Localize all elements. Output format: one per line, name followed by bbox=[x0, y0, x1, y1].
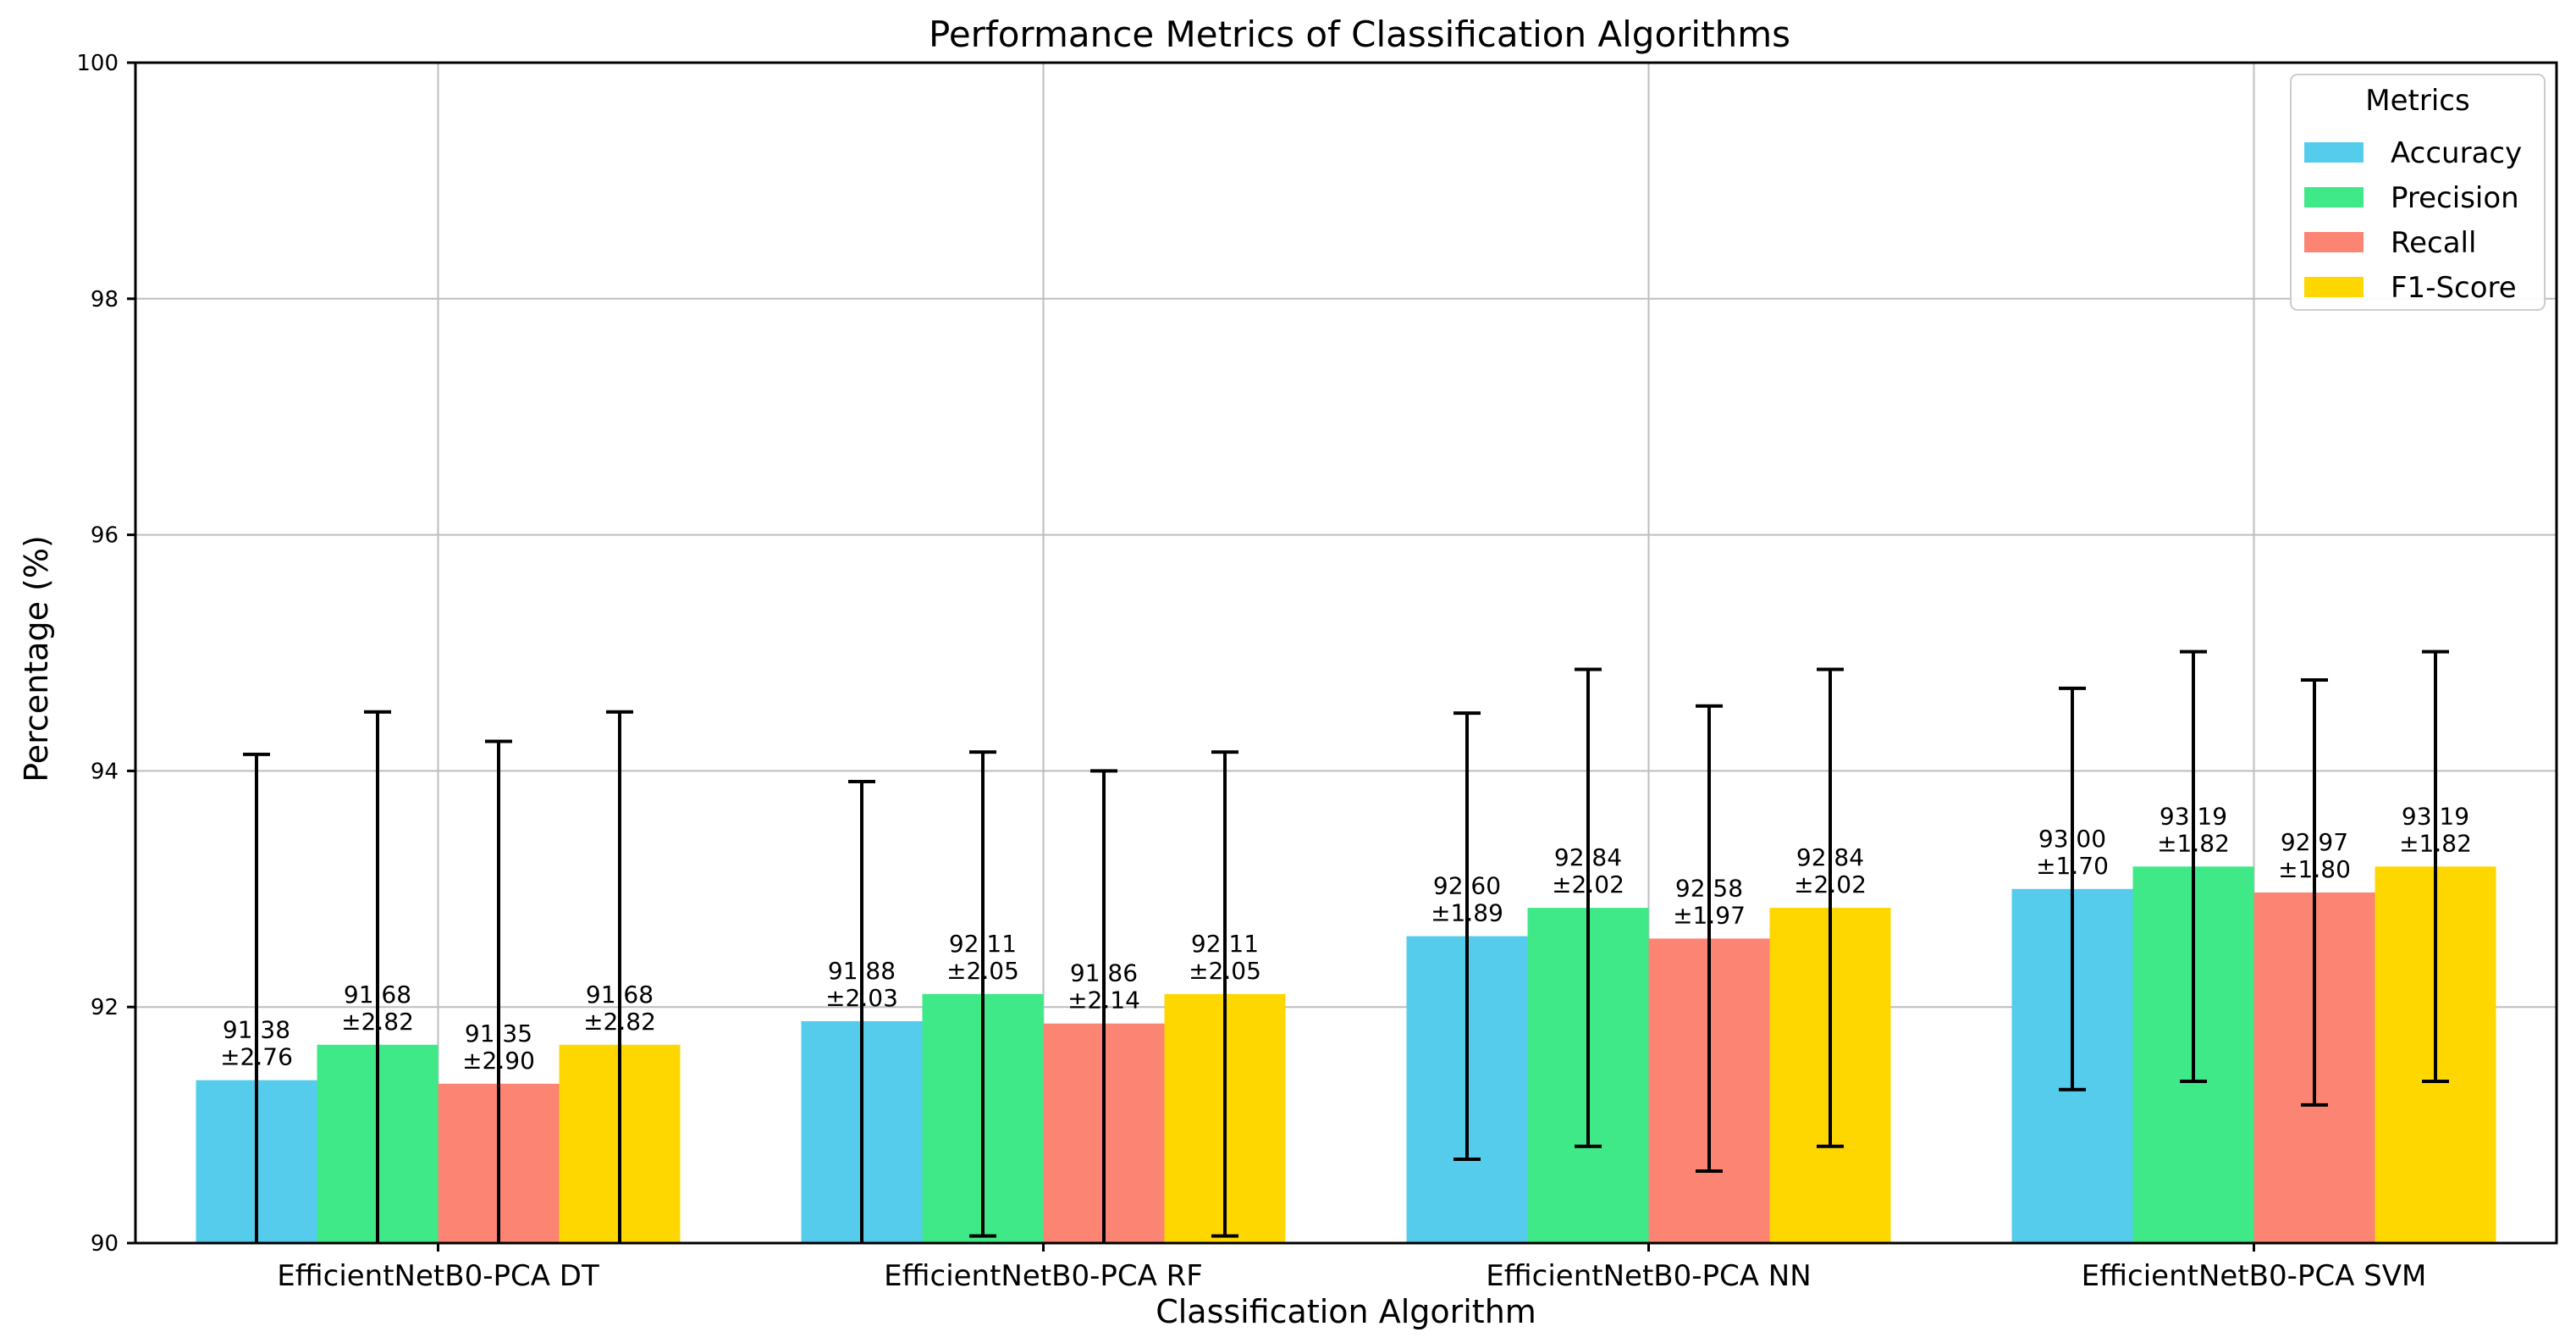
error-bars-layer bbox=[243, 649, 2449, 1243]
data-labels-layer: 91.38 ±2.76 91.88 ±2.03 92.60 ±1.89 93.00 ±1.70… bbox=[220, 802, 2472, 1074]
legend-label: Accuracy bbox=[2391, 136, 2522, 170]
data-label: 93.19 ±1.82 bbox=[2399, 802, 2472, 857]
error-bar bbox=[1817, 667, 1844, 1148]
y-tick-label: 92 bbox=[91, 995, 119, 1020]
data-label: 92.60 ±1.89 bbox=[1431, 872, 1503, 927]
data-label: 91.35 ±2.90 bbox=[462, 1020, 535, 1075]
bars-layer bbox=[196, 866, 2496, 1243]
data-label: 92.84 ±2.02 bbox=[1794, 843, 1867, 898]
y-tick-label: 98 bbox=[91, 287, 119, 312]
error-bar bbox=[2301, 678, 2328, 1107]
data-label: 91.86 ±2.14 bbox=[1067, 959, 1140, 1014]
error-bar bbox=[1211, 750, 1238, 1238]
data-label: 92.11 ±2.05 bbox=[1189, 930, 1261, 985]
error-bar bbox=[1575, 667, 1602, 1148]
data-label: 92.58 ±1.97 bbox=[1673, 874, 1746, 929]
y-axis-label: Percentage (%) bbox=[18, 535, 55, 782]
x-tick-label: EfficientNetB0-PCA SVM bbox=[2082, 1259, 2427, 1293]
data-label: 91.68 ±2.82 bbox=[583, 981, 656, 1036]
data-label: 91.68 ±2.82 bbox=[341, 981, 414, 1036]
legend-swatch-recall bbox=[2304, 232, 2364, 252]
data-label: 92.84 ±2.02 bbox=[1552, 843, 1624, 898]
legend-label: Recall bbox=[2391, 226, 2476, 260]
y-tick-label: 90 bbox=[91, 1231, 119, 1257]
ticks-layer: 90 92 94 96 98 100 EfficientNetB0-PCA DT Effici… bbox=[76, 51, 2426, 1293]
error-bar bbox=[969, 750, 996, 1238]
data-label: 91.88 ±2.03 bbox=[825, 957, 898, 1012]
error-bar bbox=[606, 710, 633, 1243]
data-label: 92.11 ±2.05 bbox=[946, 930, 1019, 985]
legend-swatch-f1-score bbox=[2304, 277, 2364, 297]
data-label: 91.38 ±2.76 bbox=[220, 1016, 293, 1071]
plot-frame bbox=[134, 61, 2558, 1245]
error-bar bbox=[243, 752, 270, 1243]
error-bar bbox=[2180, 649, 2207, 1084]
error-bar bbox=[485, 739, 512, 1243]
legend: Metrics Accuracy Precision Recall F1-Score bbox=[2290, 74, 2546, 311]
error-bar bbox=[364, 710, 391, 1243]
error-bar bbox=[1696, 704, 1723, 1173]
legend-label: Precision bbox=[2391, 181, 2519, 215]
error-bar bbox=[2422, 649, 2449, 1084]
data-label: 93.19 ±1.82 bbox=[2157, 802, 2230, 857]
data-label: 93.00 ±1.70 bbox=[2036, 825, 2109, 880]
x-tick-label: EfficientNetB0-PCA NN bbox=[1486, 1259, 1811, 1293]
error-bar bbox=[2059, 686, 2086, 1092]
x-tick-label: EfficientNetB0-PCA DT bbox=[277, 1259, 599, 1293]
y-tick-label: 100 bbox=[76, 51, 119, 76]
error-bar bbox=[848, 779, 875, 1243]
error-bar bbox=[1453, 711, 1481, 1162]
chart-title: Performance Metrics of Classification Al… bbox=[929, 14, 1790, 55]
error-bar bbox=[1090, 769, 1117, 1243]
y-tick-label: 96 bbox=[91, 523, 119, 549]
legend-swatch-precision bbox=[2304, 187, 2364, 207]
data-label: 92.97 ±1.80 bbox=[2278, 828, 2351, 883]
legend-swatch-accuracy bbox=[2304, 142, 2364, 163]
y-tick-label: 94 bbox=[91, 759, 119, 784]
x-tick-label: EfficientNetB0-PCA RF bbox=[884, 1259, 1203, 1293]
legend-label: F1-Score bbox=[2391, 271, 2517, 305]
legend-title: Metrics bbox=[2365, 84, 2469, 118]
x-axis-label: Classification Algorithm bbox=[1156, 1293, 1536, 1330]
